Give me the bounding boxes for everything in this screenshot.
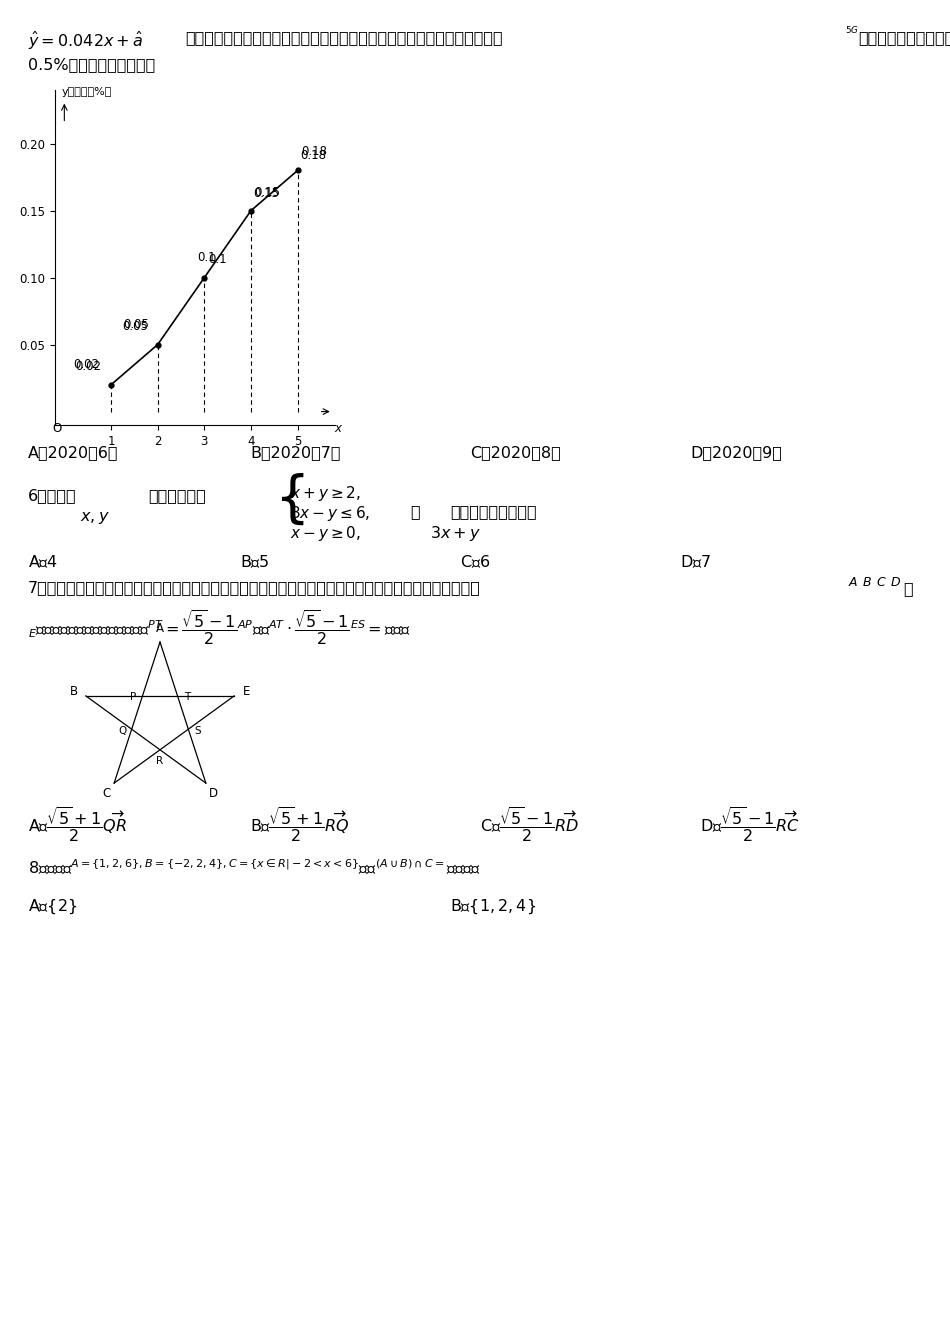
Text: $x+y\geq2,$: $x+y\geq2,$ <box>290 484 361 503</box>
Text: 0.1: 0.1 <box>198 251 216 265</box>
Text: 0.02: 0.02 <box>73 359 100 371</box>
Text: B．$5$: B．$5$ <box>240 552 270 570</box>
Text: 手机市场占有率能超过: 手机市场占有率能超过 <box>858 30 950 44</box>
Text: A．$\dfrac{\sqrt{5}+1}{2}\overrightarrow{QR}$: A．$\dfrac{\sqrt{5}+1}{2}\overrightarrow{… <box>28 805 126 844</box>
Text: 0.18: 0.18 <box>301 145 328 159</box>
Text: 0.15: 0.15 <box>254 187 279 200</box>
Text: 、: 、 <box>903 581 913 595</box>
Text: 8．设集合$^{A=\{1,2,6\},B=\{-2,2,4\},C=\{x\in R|-2<x<6\}}$，则$^{(A\cup B)\cap C=}$（　　: 8．设集合$^{A=\{1,2,6\},B=\{-2,2,4\},C=\{x\i… <box>28 857 481 878</box>
Text: $\hat{y}=0.042x+\hat{a}$: $\hat{y}=0.042x+\hat{a}$ <box>28 30 143 52</box>
Text: 0.1: 0.1 <box>208 253 227 266</box>
Text: C．2020年8月: C．2020年8月 <box>470 445 560 460</box>
Text: S: S <box>194 726 200 737</box>
Text: $x,y$: $x,y$ <box>80 509 110 526</box>
Text: A．2020年6月: A．2020年6月 <box>28 445 119 460</box>
Text: Q: Q <box>119 726 126 737</box>
Text: $3x-y\leq6,$: $3x-y\leq6,$ <box>290 504 370 523</box>
Text: P: P <box>130 692 136 702</box>
Text: C: C <box>103 788 110 800</box>
Text: 0.18: 0.18 <box>300 149 326 163</box>
Text: B: B <box>69 685 78 699</box>
Text: 则: 则 <box>410 504 420 519</box>
Text: D．$\dfrac{\sqrt{5}-1}{2}\overrightarrow{RC}$: D．$\dfrac{\sqrt{5}-1}{2}\overrightarrow{… <box>700 805 800 844</box>
Text: $D$: $D$ <box>890 577 901 589</box>
Text: C．$\dfrac{\sqrt{5}-1}{2}\overrightarrow{RD}$: C．$\dfrac{\sqrt{5}-1}{2}\overrightarrow{… <box>480 805 580 844</box>
Text: $C$: $C$ <box>876 577 886 589</box>
Text: $_{E}$为顶点的多边形为正五边形，且$^{PT}=\dfrac{\sqrt{5}-1}{2}$$^{AP}$，则$^{AT}\cdot\dfrac{\sqr: $_{E}$为顶点的多边形为正五边形，且$^{PT}=\dfrac{\sqrt{… <box>28 607 410 646</box>
Text: D．2020年9月: D．2020年9月 <box>690 445 782 460</box>
Text: B．$\dfrac{\sqrt{5}+1}{2}\overrightarrow{RQ}$: B．$\dfrac{\sqrt{5}+1}{2}\overrightarrow{… <box>250 805 350 844</box>
Text: $A$: $A$ <box>848 577 859 589</box>
Text: 满足不等式组: 满足不等式组 <box>148 488 206 503</box>
Text: y（单位：%）: y（单位：%） <box>62 87 112 97</box>
Text: R: R <box>157 755 163 766</box>
Text: 6．若实数: 6．若实数 <box>28 488 77 503</box>
Text: ，若用此方程分析并预测该款手机市场占有率的变化趋势，则最早何时该款: ，若用此方程分析并预测该款手机市场占有率的变化趋势，则最早何时该款 <box>185 30 503 44</box>
Text: $^{5G}$: $^{5G}$ <box>845 26 859 39</box>
Text: 0.05: 0.05 <box>124 319 149 331</box>
Text: A．$4$: A．$4$ <box>28 552 58 570</box>
Text: 的最小值等于（　）: 的最小值等于（ ） <box>450 504 537 519</box>
Text: T: T <box>184 692 190 702</box>
Text: x: x <box>334 422 341 435</box>
Text: $B$: $B$ <box>862 577 872 589</box>
Text: A．$\{2\}$: A．$\{2\}$ <box>28 898 78 917</box>
Text: E: E <box>243 685 250 699</box>
Text: 0.15: 0.15 <box>255 185 281 199</box>
Text: D．$7$: D．$7$ <box>680 552 711 570</box>
Text: $x-y\geq0,$: $x-y\geq0,$ <box>290 524 361 543</box>
Text: 7．中国的国旗和国徽上都有五角星，正五角星与黄金分割有着密切的联系，在如图所示的正五角星中，以: 7．中国的国旗和国徽上都有五角星，正五角星与黄金分割有着密切的联系，在如图所示的… <box>28 581 481 595</box>
Text: B．2020年7月: B．2020年7月 <box>250 445 340 460</box>
Text: A: A <box>156 622 164 636</box>
Text: B．$\{1,2,4\}$: B．$\{1,2,4\}$ <box>450 898 536 917</box>
Text: {: { <box>274 473 310 527</box>
Text: 0.5%（精确到月）（　）: 0.5%（精确到月）（ ） <box>28 56 155 73</box>
Text: 0.02: 0.02 <box>76 360 102 372</box>
Text: D: D <box>209 788 218 800</box>
Text: 0.05: 0.05 <box>123 320 148 332</box>
Text: O: O <box>52 422 62 435</box>
Text: C．$6$: C．$6$ <box>460 552 490 570</box>
Text: $3x+y$: $3x+y$ <box>430 524 481 543</box>
